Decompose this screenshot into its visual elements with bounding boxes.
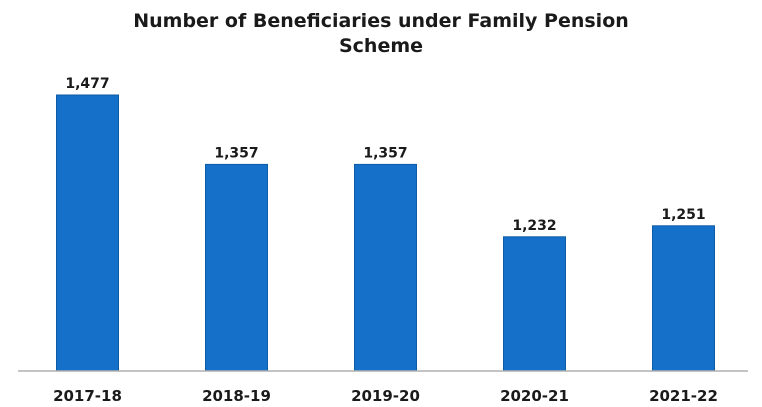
data-label-2020-21: 1,232 xyxy=(512,218,556,234)
bar-2017-18 xyxy=(56,94,119,372)
x-tick-label-2018-19: 2018-19 xyxy=(202,387,271,405)
x-tick-label-2020-21: 2020-21 xyxy=(500,387,569,405)
x-tick-label-2019-20: 2019-20 xyxy=(351,387,420,405)
data-label-2017-18: 1,477 xyxy=(65,76,109,92)
x-tick-labels-group: 2017-18 2018-19 2019-20 2020-21 2021-22 xyxy=(53,387,718,405)
data-label-2021-22: 1,251 xyxy=(661,207,705,223)
chart-title-line-2: Scheme xyxy=(339,35,423,57)
x-tick-label-2021-22: 2021-22 xyxy=(649,387,718,405)
bars-group xyxy=(56,94,715,372)
data-label-2018-19: 1,357 xyxy=(214,145,258,161)
chart-title-line-1: Number of Beneficiaries under Family Pen… xyxy=(133,10,629,32)
data-labels-group: 1,477 1,357 1,357 1,232 1,251 xyxy=(65,76,705,234)
bar-2019-20 xyxy=(354,163,417,372)
bar-2018-19 xyxy=(205,163,268,372)
bar-2021-22 xyxy=(652,225,715,372)
data-label-2019-20: 1,357 xyxy=(363,145,407,161)
chart-title: Number of Beneficiaries under Family Pen… xyxy=(133,10,629,57)
bar-2020-21 xyxy=(503,236,566,372)
x-tick-label-2017-18: 2017-18 xyxy=(53,387,122,405)
